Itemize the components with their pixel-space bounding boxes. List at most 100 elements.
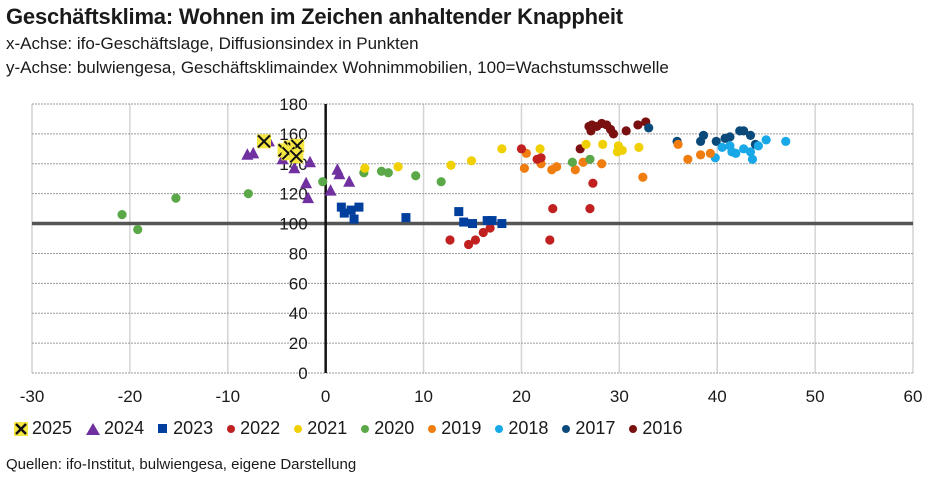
x-marker-cross — [257, 134, 271, 149]
point-2022 — [485, 223, 495, 233]
x-tick-label: -30 — [20, 387, 45, 406]
point-2024 — [324, 184, 337, 196]
series-2021 — [360, 139, 644, 173]
point-2020 — [117, 209, 127, 220]
legend-item-2024: 2024 — [86, 418, 144, 439]
legend-label: 2017 — [575, 418, 616, 438]
data-points — [117, 117, 791, 250]
x-tick-labels: -30 -20 -10 0 10 20 30 40 50 60 — [20, 387, 923, 406]
legend-label: 2019 — [441, 418, 482, 438]
legend-marker-x-icon — [14, 421, 28, 436]
point-2024 — [300, 176, 313, 189]
point-2021 — [466, 156, 477, 166]
point-2021 — [393, 162, 403, 172]
legend-label: 2020 — [374, 418, 415, 438]
point-2020 — [585, 154, 595, 164]
series-2019 — [519, 139, 715, 182]
y-tick-labels: 020406080100120140160180 — [279, 95, 307, 383]
series-2018 — [710, 135, 791, 164]
point-2023 — [349, 214, 359, 224]
point-2018 — [731, 148, 741, 158]
point-2023 — [346, 205, 356, 215]
series-2025 — [256, 134, 305, 164]
point-2016 — [621, 126, 631, 136]
y-tick-label: 100 — [279, 215, 307, 234]
point-2024 — [343, 175, 356, 187]
point-2024 — [302, 191, 315, 204]
point-2024 — [333, 167, 346, 180]
legend-item-2021: 2021 — [294, 418, 347, 439]
point-2022 — [478, 227, 488, 238]
x-tick-label: 40 — [708, 387, 727, 406]
point-2022 — [548, 204, 558, 214]
legend-marker-circle-icon — [227, 424, 236, 433]
legend-marker-circle-icon — [629, 424, 638, 433]
point-2020 — [567, 157, 577, 167]
legend-marker-circle-icon — [428, 424, 437, 433]
point-2021 — [634, 142, 644, 152]
point-2017 — [739, 126, 749, 136]
point-2018 — [739, 144, 749, 154]
point-2023 — [339, 208, 349, 218]
x-marker-cross — [289, 149, 304, 164]
point-2017 — [745, 130, 756, 140]
point-2018 — [745, 147, 756, 157]
point-2021 — [581, 139, 591, 149]
point-2022 — [536, 153, 546, 163]
point-2022 — [545, 235, 555, 245]
y-tick-label: 40 — [289, 304, 308, 323]
y-tick-label: 20 — [289, 334, 308, 353]
legend-item-2019: 2019 — [428, 418, 481, 439]
legend-marker-circle-icon — [294, 424, 303, 433]
point-2024 — [304, 155, 317, 168]
point-2016 — [608, 129, 619, 139]
point-2019 — [578, 157, 588, 167]
point-2024 — [288, 161, 301, 174]
point-2023 — [336, 202, 346, 212]
series-2023 — [336, 202, 507, 229]
legend-marker-circle-icon — [495, 424, 504, 433]
point-2021 — [446, 160, 456, 170]
x-tick-label: 30 — [610, 387, 629, 406]
point-2019 — [705, 148, 715, 158]
chart-title: Geschäftsklima: Wohnen im Zeichen anhalt… — [6, 4, 623, 29]
legend-label: 2025 — [32, 418, 73, 438]
point-2023 — [482, 216, 492, 226]
point-2017 — [711, 136, 721, 146]
point-2019 — [597, 159, 607, 169]
series-2022 — [445, 144, 598, 250]
point-2016 — [633, 120, 643, 130]
legend-marker-circle-icon — [562, 424, 571, 433]
point-2018 — [761, 135, 771, 145]
x-tick-label: 50 — [806, 387, 825, 406]
legend-item-2016: 2016 — [629, 418, 682, 439]
point-2023 — [459, 217, 469, 227]
point-2022 — [470, 235, 481, 245]
point-2021 — [617, 145, 627, 155]
point-2021 — [535, 144, 545, 154]
legend: 2025 2024 2023 2022 2021 2020 2019 2018 2017 2016 — [14, 418, 696, 439]
point-2019 — [552, 162, 562, 172]
x-tick-label: -10 — [215, 387, 240, 406]
point-2020 — [243, 189, 253, 199]
point-2018 — [753, 141, 763, 151]
legend-marker-square-icon — [158, 424, 168, 433]
point-2022 — [445, 235, 455, 245]
point-2025 — [289, 149, 304, 164]
legend-label: 2024 — [104, 418, 145, 438]
legend-marker-triangle-icon — [86, 422, 101, 435]
point-2022 — [588, 178, 598, 188]
point-2019 — [638, 172, 648, 182]
point-2018 — [747, 154, 758, 164]
point-2017 — [698, 130, 709, 140]
point-2020 — [376, 166, 387, 176]
y-axis-description: y-Achse: bulwiengesa, Geschäftsklimainde… — [6, 58, 669, 77]
point-2020 — [383, 168, 393, 178]
x-axis-description: x-Achse: ifo-Geschäftslage, Diffusionsin… — [6, 34, 419, 53]
point-2017 — [725, 132, 735, 142]
y-tick-label: 120 — [279, 185, 307, 204]
legend-label: 2016 — [642, 418, 683, 438]
x-tick-label: -20 — [118, 387, 143, 406]
point-2019 — [519, 163, 529, 173]
